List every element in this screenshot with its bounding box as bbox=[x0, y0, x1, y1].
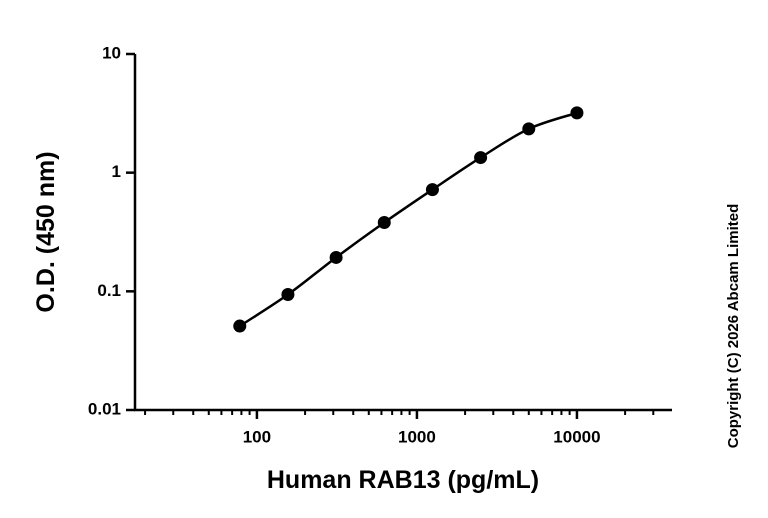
y-axis-title: O.D. (450 nm) bbox=[32, 151, 60, 312]
point bbox=[474, 151, 488, 165]
point bbox=[570, 106, 584, 120]
point bbox=[377, 216, 391, 230]
x-tick-label: 100 bbox=[243, 427, 271, 446]
x-tick-label: 10000 bbox=[553, 427, 600, 446]
copyright: Copyright (C) 2026 Abcam Limited bbox=[725, 204, 742, 448]
x-tick-label: 1000 bbox=[398, 427, 436, 446]
point bbox=[329, 250, 343, 264]
point bbox=[281, 288, 295, 302]
y-tick-label: 0.01 bbox=[88, 399, 121, 418]
y-tick-label: 10 bbox=[102, 43, 121, 62]
y-tick-label: 0.1 bbox=[97, 281, 121, 300]
point bbox=[522, 122, 536, 136]
x-axis-title: Human RAB13 (pg/mL) bbox=[267, 466, 539, 494]
point bbox=[233, 319, 247, 333]
point bbox=[425, 183, 439, 197]
y-tick-label: 1 bbox=[112, 162, 121, 181]
